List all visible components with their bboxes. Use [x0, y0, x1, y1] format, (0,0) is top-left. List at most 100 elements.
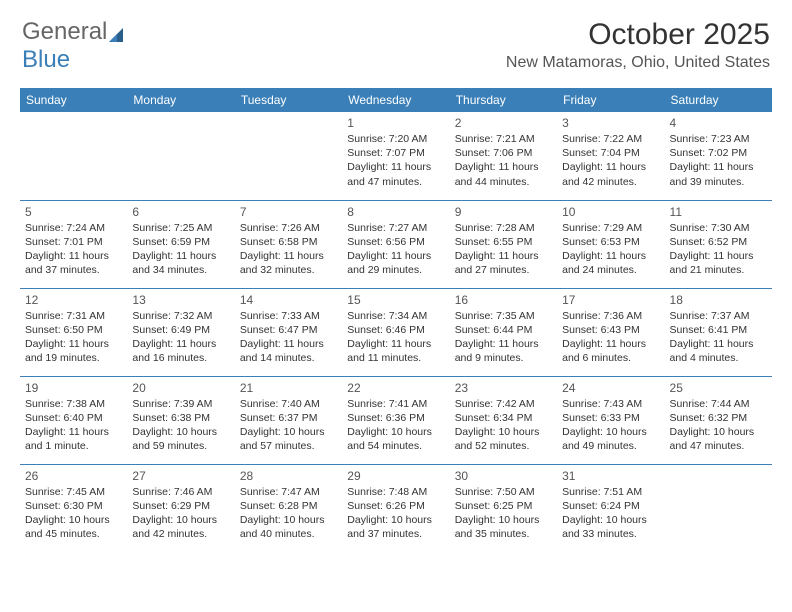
calendar-empty-cell [665, 464, 772, 552]
calendar-week-row: 19Sunrise: 7:38 AMSunset: 6:40 PMDayligh… [20, 376, 772, 464]
calendar-day-cell: 13Sunrise: 7:32 AMSunset: 6:49 PMDayligh… [127, 288, 234, 376]
weekday-header-row: SundayMondayTuesdayWednesdayThursdayFrid… [20, 88, 772, 112]
day-details: Sunrise: 7:24 AMSunset: 7:01 PMDaylight:… [25, 221, 122, 278]
day-number: 16 [455, 293, 552, 307]
calendar-day-cell: 14 Sunrise: 7:33 AMSunset: 6:47 PMDayligh… [235, 288, 342, 376]
calendar-day-cell: 28Sunrise: 7:47 AMSunset: 6:28 PMDayligh… [235, 464, 342, 552]
day-details: Sunrise: 7:44 AMSunset: 6:32 PMDaylight:… [670, 397, 767, 454]
calendar-empty-cell [20, 112, 127, 200]
day-details: Sunrise: 7:35 AMSunset: 6:44 PMDaylight:… [455, 309, 552, 366]
logo-text: General Blue [22, 18, 127, 74]
day-number: 29 [347, 469, 444, 483]
day-number: 12 [25, 293, 122, 307]
day-number: 17 [562, 293, 659, 307]
day-details: Sunrise: 7:36 AMSunset: 6:43 PMDaylight:… [562, 309, 659, 366]
weekday-header: Monday [127, 88, 234, 112]
day-details: Sunrise: 7:51 AMSunset: 6:24 PMDaylight:… [562, 485, 659, 542]
day-details: Sunrise: 7:38 AMSunset: 6:40 PMDaylight:… [25, 397, 122, 454]
calendar-day-cell: 24Sunrise: 7:43 AMSunset: 6:33 PMDayligh… [557, 376, 664, 464]
day-number: 15 [347, 293, 444, 307]
calendar-day-cell: 22 Sunrise: 7:41 AMSunset: 6:36 PMDayligh… [342, 376, 449, 464]
calendar-table: SundayMondayTuesdayWednesdayThursdayFrid… [20, 88, 772, 552]
day-details: Sunrise: 7:26 AMSunset: 6:58 PMDaylight:… [240, 221, 337, 278]
calendar-day-cell: 6 Sunrise: 7:25 AMSunset: 6:59 PMDaylight… [127, 200, 234, 288]
day-details: Sunrise: 7:39 AMSunset: 6:38 PMDaylight:… [132, 397, 229, 454]
day-details: Sunrise: 7:30 AMSunset: 6:52 PMDaylight:… [670, 221, 767, 278]
header: General Blue October 2025 New Matamoras,… [0, 0, 792, 80]
weekday-header: Friday [557, 88, 664, 112]
logo: General Blue [22, 18, 127, 74]
day-number: 8 [347, 205, 444, 219]
calendar-day-cell: 17 Sunrise: 7:36 AMSunset: 6:43 PMDayligh… [557, 288, 664, 376]
calendar-day-cell: 5 Sunrise: 7:24 AMSunset: 7:01 PMDaylight… [20, 200, 127, 288]
day-number: 3 [562, 116, 659, 130]
day-details: Sunrise: 7:43 AMSunset: 6:33 PMDaylight:… [562, 397, 659, 454]
weekday-header: Tuesday [235, 88, 342, 112]
day-details: Sunrise: 7:42 AMSunset: 6:34 PMDaylight:… [455, 397, 552, 454]
calendar-body: 1 Sunrise: 7:20 AMSunset: 7:07 PMDaylight… [20, 112, 772, 552]
day-number: 22 [347, 381, 444, 395]
calendar-empty-cell [127, 112, 234, 200]
calendar-day-cell: 9 Sunrise: 7:28 AMSunset: 6:55 PMDaylight… [450, 200, 557, 288]
day-number: 23 [455, 381, 552, 395]
day-details: Sunrise: 7:28 AMSunset: 6:55 PMDaylight:… [455, 221, 552, 278]
calendar-day-cell: 19Sunrise: 7:38 AMSunset: 6:40 PMDayligh… [20, 376, 127, 464]
day-details: Sunrise: 7:25 AMSunset: 6:59 PMDaylight:… [132, 221, 229, 278]
title-block: October 2025 New Matamoras, Ohio, United… [506, 18, 770, 72]
day-details: Sunrise: 7:48 AMSunset: 6:26 PMDaylight:… [347, 485, 444, 542]
day-number: 30 [455, 469, 552, 483]
day-number: 4 [670, 116, 767, 130]
day-number: 5 [25, 205, 122, 219]
calendar-day-cell: 12 Sunrise: 7:31 AMSunset: 6:50 PMDayligh… [20, 288, 127, 376]
day-details: Sunrise: 7:22 AMSunset: 7:04 PMDaylight:… [562, 132, 659, 189]
calendar-day-cell: 29 Sunrise: 7:48 AMSunset: 6:26 PMDayligh… [342, 464, 449, 552]
calendar-day-cell: 18Sunrise: 7:37 AMSunset: 6:41 PMDayligh… [665, 288, 772, 376]
day-details: Sunrise: 7:40 AMSunset: 6:37 PMDaylight:… [240, 397, 337, 454]
day-number: 21 [240, 381, 337, 395]
day-number: 14 [240, 293, 337, 307]
calendar-day-cell: 25Sunrise: 7:44 AMSunset: 6:32 PMDayligh… [665, 376, 772, 464]
calendar-day-cell: 30 Sunrise: 7:50 AMSunset: 6:25 PMDayligh… [450, 464, 557, 552]
weekday-header: Sunday [20, 88, 127, 112]
calendar-day-cell: 8 Sunrise: 7:27 AMSunset: 6:56 PMDaylight… [342, 200, 449, 288]
calendar-empty-cell [235, 112, 342, 200]
day-details: Sunrise: 7:29 AMSunset: 6:53 PMDaylight:… [562, 221, 659, 278]
calendar-day-cell: 27 Sunrise: 7:46 AMSunset: 6:29 PMDayligh… [127, 464, 234, 552]
weekday-header: Saturday [665, 88, 772, 112]
day-details: Sunrise: 7:47 AMSunset: 6:28 PMDaylight:… [240, 485, 337, 542]
day-number: 2 [455, 116, 552, 130]
day-details: Sunrise: 7:41 AMSunset: 6:36 PMDaylight:… [347, 397, 444, 454]
calendar-day-cell: 23 Sunrise: 7:42 AMSunset: 6:34 PMDayligh… [450, 376, 557, 464]
day-number: 13 [132, 293, 229, 307]
calendar-day-cell: 16 Sunrise: 7:35 AMSunset: 6:44 PMDayligh… [450, 288, 557, 376]
calendar-day-cell: 11 Sunrise: 7:30 AMSunset: 6:52 PMDayligh… [665, 200, 772, 288]
month-title: October 2025 [506, 18, 770, 52]
day-details: Sunrise: 7:21 AMSunset: 7:06 PMDaylight:… [455, 132, 552, 189]
calendar-week-row: 1 Sunrise: 7:20 AMSunset: 7:07 PMDaylight… [20, 112, 772, 200]
day-details: Sunrise: 7:33 AMSunset: 6:47 PMDaylight:… [240, 309, 337, 366]
day-number: 10 [562, 205, 659, 219]
day-number: 6 [132, 205, 229, 219]
day-number: 7 [240, 205, 337, 219]
day-number: 9 [455, 205, 552, 219]
calendar-week-row: 12 Sunrise: 7:31 AMSunset: 6:50 PMDayligh… [20, 288, 772, 376]
day-number: 1 [347, 116, 444, 130]
day-number: 11 [670, 205, 767, 219]
day-number: 27 [132, 469, 229, 483]
day-details: Sunrise: 7:46 AMSunset: 6:29 PMDaylight:… [132, 485, 229, 542]
day-details: Sunrise: 7:27 AMSunset: 6:56 PMDaylight:… [347, 221, 444, 278]
calendar-day-cell: 10 Sunrise: 7:29 AMSunset: 6:53 PMDayligh… [557, 200, 664, 288]
day-details: Sunrise: 7:50 AMSunset: 6:25 PMDaylight:… [455, 485, 552, 542]
weekday-header: Wednesday [342, 88, 449, 112]
day-details: Sunrise: 7:20 AMSunset: 7:07 PMDaylight:… [347, 132, 444, 189]
calendar-day-cell: 4Sunrise: 7:23 AMSunset: 7:02 PMDaylight… [665, 112, 772, 200]
calendar-day-cell: 3 Sunrise: 7:22 AMSunset: 7:04 PMDaylight… [557, 112, 664, 200]
day-details: Sunrise: 7:45 AMSunset: 6:30 PMDaylight:… [25, 485, 122, 542]
day-number: 31 [562, 469, 659, 483]
calendar-day-cell: 20Sunrise: 7:39 AMSunset: 6:38 PMDayligh… [127, 376, 234, 464]
logo-part2: Blue [22, 46, 70, 73]
calendar-day-cell: 2 Sunrise: 7:21 AMSunset: 7:06 PMDaylight… [450, 112, 557, 200]
day-details: Sunrise: 7:31 AMSunset: 6:50 PMDaylight:… [25, 309, 122, 366]
logo-part1: General [22, 18, 107, 45]
location: New Matamoras, Ohio, United States [506, 54, 770, 72]
